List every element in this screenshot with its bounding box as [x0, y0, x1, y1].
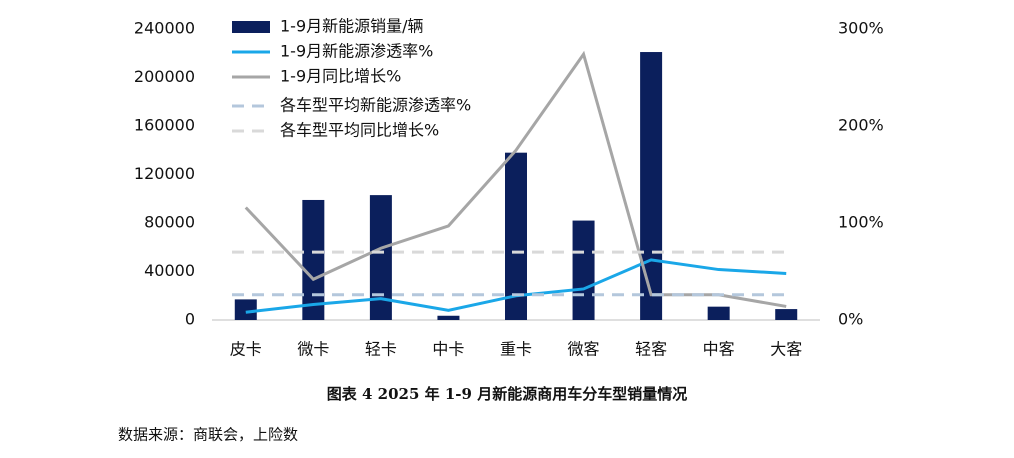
x-tick-label: 微客 [568, 340, 600, 359]
legend-label: 各车型平均新能源渗透率% [280, 96, 471, 115]
y2-tick-label: 0% [838, 310, 863, 329]
legend-label: 各车型平均同比增长% [280, 121, 439, 140]
x-tick-label: 中卡 [432, 340, 464, 359]
source: 数据来源：商联会，上险数 [118, 426, 298, 444]
caption: 图表 4 2025 年 1-9 月新能源商用车分车型销量情况 [327, 385, 687, 403]
y2-tick-label: 100% [838, 213, 884, 232]
x-tick-label: 微卡 [297, 340, 329, 359]
y-tick-label: 80000 [144, 213, 195, 232]
y-tick-label: 40000 [144, 261, 195, 280]
bar [505, 152, 527, 320]
y-tick-label: 240000 [134, 19, 195, 38]
bar [369, 195, 392, 320]
bar [775, 309, 798, 320]
bar [234, 299, 257, 320]
legend-label: 1-9月新能源渗透率% [280, 42, 433, 61]
y2-tick-label: 300% [838, 19, 884, 38]
bar [302, 199, 325, 320]
legend-label: 1-9月同比增长% [280, 67, 401, 86]
legend-swatch [232, 21, 270, 33]
x-tick-label: 重卡 [500, 340, 532, 359]
bar [640, 52, 663, 320]
legend-label: 1-9月新能源销量/辆 [280, 17, 424, 36]
bar [572, 220, 595, 320]
x-tick-label: 轻客 [635, 340, 667, 359]
x-tick-label: 大客 [770, 340, 802, 359]
y-tick-label: 200000 [134, 67, 195, 86]
y-tick-label: 0 [185, 310, 195, 329]
x-tick-label: 轻卡 [365, 340, 397, 359]
y-tick-label: 160000 [134, 116, 195, 135]
y2-tick-label: 200% [838, 116, 884, 135]
bar [707, 306, 730, 320]
x-tick-label: 皮卡 [230, 340, 262, 359]
bar [437, 315, 460, 320]
x-tick-label: 中客 [703, 340, 735, 359]
y-tick-label: 120000 [134, 164, 195, 183]
